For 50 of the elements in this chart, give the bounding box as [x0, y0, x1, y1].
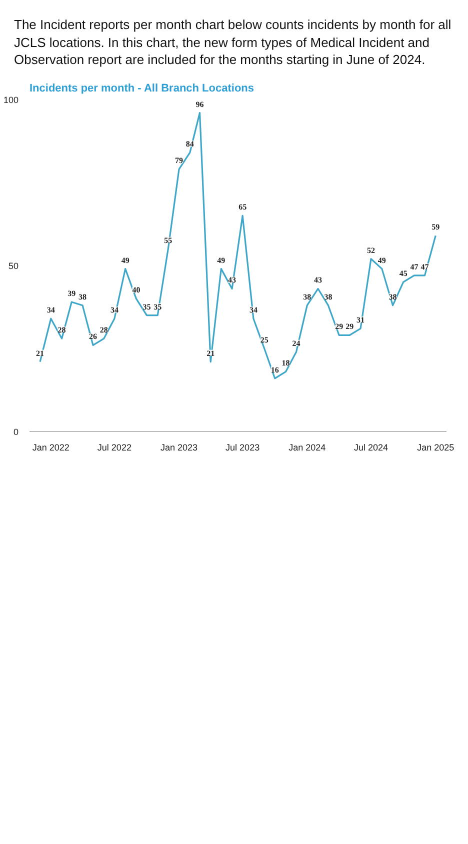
data-label: 38 — [303, 292, 312, 302]
data-label: 21 — [36, 349, 44, 358]
chart-subtitle: The Incident reports per month chart below counts incidents by month for all JCLS locations. In this chart, the new form types of Medical Incident and Observation report are included for the months starting in June of 2024. — [14, 16, 452, 69]
x-tick-label: Jan 2022 — [32, 442, 70, 453]
data-label: 35 — [142, 302, 151, 312]
data-label: 29 — [335, 322, 344, 332]
data-label: 28 — [100, 326, 108, 335]
data-label: 34 — [249, 306, 258, 315]
data-label: 49 — [121, 256, 130, 266]
y-tick-label: 100 — [3, 95, 19, 106]
x-tick-label: Jul 2022 — [97, 442, 132, 453]
data-label: 47 — [410, 262, 418, 272]
data-label: 43 — [228, 276, 236, 285]
data-label: 34 — [110, 306, 118, 315]
data-label: 26 — [89, 332, 98, 342]
data-label: 79 — [175, 156, 184, 166]
data-label: 29 — [346, 322, 354, 332]
data-label: 55 — [164, 236, 172, 246]
y-tick-label: 50 — [8, 261, 19, 272]
data-label: 65 — [238, 202, 247, 212]
x-tick-label: Jan 2025 — [417, 442, 454, 453]
data-label: 38 — [78, 292, 87, 302]
data-label: 59 — [432, 222, 440, 232]
data-label: 49 — [378, 256, 386, 266]
data-label: 35 — [154, 302, 162, 312]
x-tick-label: Jul 2023 — [226, 442, 260, 453]
data-label: 38 — [388, 292, 397, 302]
data-label: 39 — [68, 289, 76, 298]
data-label: 84 — [186, 140, 194, 149]
data-label: 18 — [282, 358, 290, 368]
x-tick-label: Jan 2024 — [288, 442, 326, 453]
chart-title: Incidents per month - All Branch Locations — [30, 82, 254, 95]
data-label: 16 — [270, 366, 279, 375]
data-label: 38 — [324, 292, 332, 302]
y-tick-label: 0 — [13, 427, 19, 438]
data-label: 43 — [314, 276, 322, 285]
data-label: 21 — [206, 349, 215, 358]
data-label: 25 — [260, 336, 268, 345]
data-label: 24 — [292, 339, 300, 348]
data-label: 31 — [356, 316, 365, 325]
data-label: 52 — [367, 246, 376, 256]
data-label: 49 — [217, 256, 226, 266]
x-tick-label: Jul 2024 — [354, 442, 388, 453]
data-label: 45 — [399, 269, 408, 278]
data-label: 34 — [46, 306, 55, 315]
data-label: 28 — [58, 326, 66, 335]
data-label: 40 — [132, 286, 140, 295]
data-label: 96 — [196, 100, 204, 110]
x-tick-label: Jan 2023 — [160, 442, 198, 453]
data-label: 47 — [420, 262, 429, 272]
